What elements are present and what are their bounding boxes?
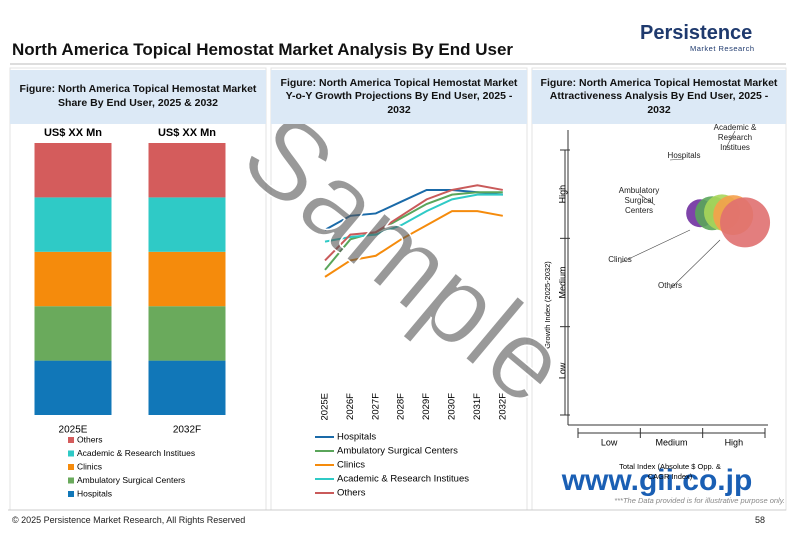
leader-line [669, 158, 685, 161]
bar-total-label: US$ XX Mn [158, 127, 216, 139]
y-axis-label: Growth Index (2025-2032) [543, 261, 552, 349]
x-tick-label: 2030F [447, 393, 458, 420]
bubble-label: Hospitals [667, 151, 701, 160]
leader-line [619, 229, 691, 264]
panel-header: Figure: North America Topical Hemostat M… [271, 70, 527, 124]
legend-label: Others [77, 434, 103, 444]
x-category-label: Medium [655, 437, 687, 447]
x-tick-label: 2031F [472, 393, 483, 420]
bar-total-label: US$ XX Mn [44, 127, 102, 139]
bar-segment [148, 197, 226, 252]
logo: Persistence [640, 22, 753, 44]
bar-segment [34, 360, 112, 415]
legend-swatch [68, 464, 74, 470]
bar-segment [34, 143, 112, 198]
panel-header: Figure: North America Topical Hemostat M… [10, 70, 266, 124]
x-tick-label: 2029F [421, 393, 432, 420]
legend-label: Ambulatory Surgical Centers [77, 475, 185, 485]
bubble [720, 197, 771, 248]
source-watermark: www.gii.co.jp [561, 464, 753, 497]
copyright: © 2025 Persistence Market Research, All … [12, 515, 246, 525]
bar-segment [148, 251, 226, 307]
series-line [324, 184, 503, 262]
series-line [324, 193, 503, 243]
bubble-label: Academic & Research Institues [713, 123, 757, 152]
leader-line [724, 130, 736, 151]
legend-label: Hospitals [337, 432, 376, 443]
bar-segment [34, 251, 112, 307]
logo-subtitle: Market Research [690, 44, 755, 53]
watermark: Sample [220, 88, 591, 428]
legend-label: Clinics [337, 460, 365, 471]
bar-segment [34, 306, 112, 361]
series-line [324, 210, 503, 278]
legend-label: Hospitals [77, 488, 112, 498]
leader-line [669, 239, 721, 290]
disclaimer: ***The Data provided is for illustrative… [614, 496, 785, 505]
legend-swatch [68, 437, 74, 443]
bubble-label: Clinics [608, 255, 632, 264]
legend-label: Others [337, 488, 366, 499]
legend-label: Clinics [77, 461, 102, 471]
legend-swatch [68, 477, 74, 484]
legend-swatch [68, 491, 74, 497]
x-tick-label: 2025E [59, 425, 88, 436]
x-axis-label: Total Index (Absolute $ Opp. & CAGR Inde… [619, 462, 721, 481]
y-category-label: High [557, 185, 567, 204]
bar-segment [148, 306, 226, 361]
series-line [324, 191, 503, 271]
y-category-label: Low [557, 362, 567, 379]
leader-line [638, 193, 656, 206]
page-number: 58 [755, 515, 766, 525]
x-category-label: Low [601, 437, 618, 447]
legend-label: Ambulatory Surgical Centers [337, 446, 458, 457]
bar-segment [148, 143, 226, 198]
y-category-label: Medium [557, 266, 567, 298]
x-tick-label: 2026F [345, 393, 356, 420]
legend-swatch [68, 450, 74, 457]
x-tick-label: 2032F [173, 425, 201, 436]
legend-label: Academic & Research Institues [77, 448, 195, 458]
x-category-label: High [725, 437, 744, 447]
bar-segment [148, 360, 226, 415]
panel-header: Figure: North America Topical Hemostat M… [532, 70, 786, 124]
bar-segment [34, 197, 112, 252]
bubble-label: Ambulatory Surgical Centers [618, 186, 660, 215]
x-tick-label: 2027F [370, 393, 381, 420]
x-tick-label: 2032F [497, 393, 508, 420]
legend-label: Academic & Research Institues [337, 474, 469, 485]
bubble-label: Others [657, 281, 682, 290]
x-tick-label: 2028F [396, 393, 407, 420]
slide-title: North America Topical Hemostat Market An… [12, 40, 514, 59]
x-tick-label: 2025E [320, 393, 331, 420]
